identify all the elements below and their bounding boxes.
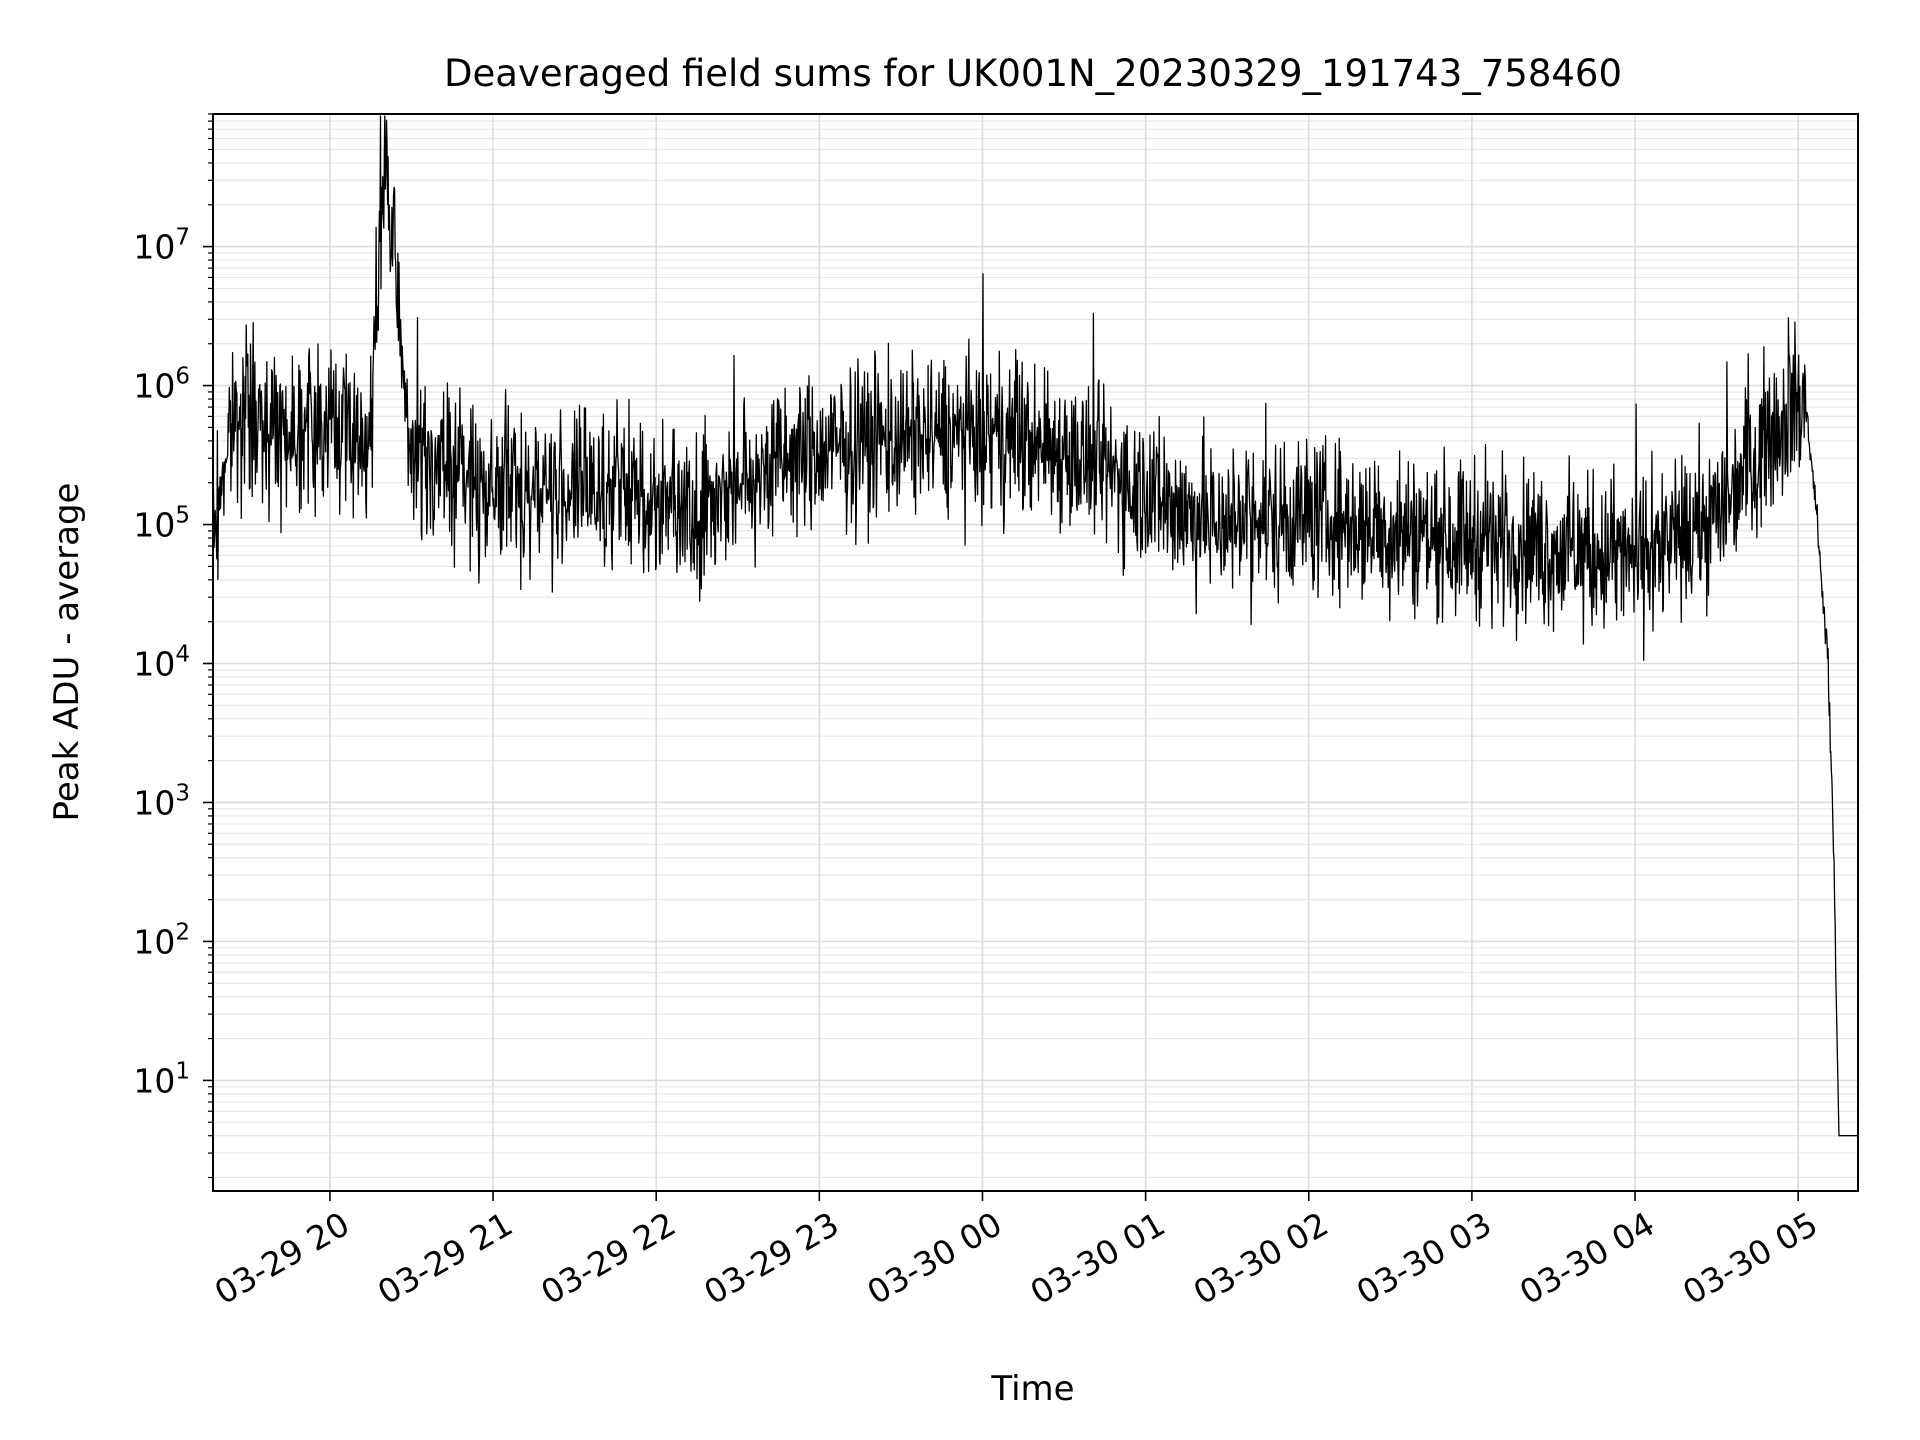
x-tick-label: 03-30 01 <box>1024 1204 1172 1312</box>
axis-ticks <box>203 113 1799 1201</box>
y-tick-base: 10 <box>133 1061 175 1100</box>
y-tick-label: 107 <box>133 225 190 267</box>
y-tick-exponent: 5 <box>175 503 190 529</box>
y-tick-base: 10 <box>133 367 175 406</box>
y-tick-label: 104 <box>133 642 190 684</box>
y-tick-base: 10 <box>133 506 175 545</box>
x-tick-label: 03-30 00 <box>860 1204 1008 1312</box>
y-tick-exponent: 6 <box>175 364 190 390</box>
y-axis-label: Peak ADU - average <box>47 483 87 822</box>
y-tick-exponent: 1 <box>175 1058 190 1084</box>
x-tick-label: 03-29 23 <box>697 1204 845 1312</box>
y-tick-exponent: 7 <box>175 225 190 251</box>
y-tick-label: 103 <box>133 780 190 822</box>
y-tick-label: 106 <box>133 364 190 406</box>
x-tick-label: 03-29 22 <box>534 1204 682 1312</box>
y-tick-exponent: 2 <box>175 919 190 945</box>
x-tick-label: 03-29 20 <box>208 1204 356 1312</box>
x-axis-tick-labels: 03-29 20 03-29 21 03-29 22 03-29 23 03-30 00… <box>208 1204 1824 1312</box>
y-tick-base: 10 <box>133 783 175 822</box>
y-tick-base: 10 <box>133 922 175 961</box>
y-tick-exponent: 4 <box>175 642 190 668</box>
x-tick-label: 03-30 05 <box>1676 1204 1824 1312</box>
x-tick-label: 03-30 03 <box>1350 1204 1498 1312</box>
grid <box>213 113 1858 1191</box>
y-tick-exponent: 3 <box>175 780 190 806</box>
y-tick-label: 102 <box>133 919 190 961</box>
x-axis-label: Time <box>990 1369 1074 1409</box>
y-tick-base: 10 <box>133 228 175 267</box>
y-tick-base: 10 <box>133 645 175 684</box>
y-tick-label: 101 <box>133 1058 190 1100</box>
x-tick-label: 03-30 02 <box>1187 1204 1335 1312</box>
chart-title: Deaveraged field sums for UK001N_2023032… <box>444 52 1622 95</box>
series-line <box>212 115 1859 1137</box>
plot-frame <box>212 113 1859 1192</box>
x-tick-label: 03-29 21 <box>371 1204 519 1312</box>
y-tick-label: 105 <box>133 503 190 545</box>
x-tick-label: 03-30 04 <box>1513 1204 1661 1312</box>
